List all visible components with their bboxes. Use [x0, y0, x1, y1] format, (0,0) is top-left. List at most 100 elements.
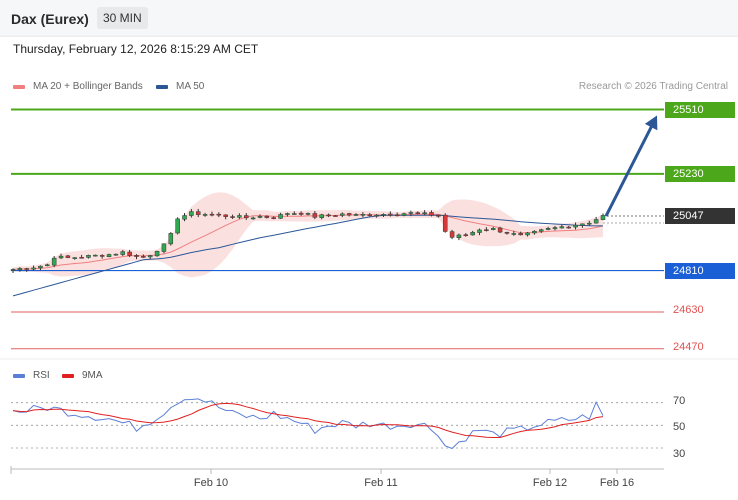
candle-body — [394, 214, 400, 217]
candle-body — [285, 213, 290, 215]
candle-body — [511, 233, 517, 235]
candle-body — [518, 233, 523, 236]
candle-body — [230, 216, 235, 218]
candle-body — [298, 212, 304, 215]
candle-body — [106, 254, 112, 257]
candle-body — [271, 217, 276, 220]
candle-body — [573, 224, 578, 228]
candle-body — [312, 213, 318, 218]
candle-body — [65, 255, 71, 258]
rsi-level-70: 70 — [673, 395, 686, 407]
candle-body — [566, 226, 571, 229]
candle-body — [539, 229, 544, 232]
timestamp: Thursday, February 12, 2026 8:15:29 AM C… — [13, 42, 259, 56]
candle-body — [367, 214, 372, 216]
candle-body — [442, 214, 448, 232]
candle-body — [161, 243, 167, 252]
candle-body — [388, 213, 393, 216]
candle-body — [415, 212, 421, 214]
candle-body — [319, 214, 324, 218]
candle-body — [456, 234, 462, 238]
candle-body — [237, 215, 242, 218]
candle-body — [147, 255, 153, 258]
candle-body — [189, 211, 194, 216]
rsi-line — [12, 398, 604, 450]
candle-body — [134, 255, 139, 257]
candle-body — [436, 215, 441, 217]
candle-body — [195, 211, 201, 215]
candle-body — [120, 251, 126, 255]
candle-body — [326, 214, 331, 217]
candle-body — [545, 228, 551, 230]
candle-body — [532, 230, 537, 234]
legend-ma50: MA 50 — [156, 81, 204, 92]
bollinger-band — [13, 192, 603, 278]
target-arrow-shaft — [604, 122, 655, 217]
legend-ma20: MA 20 + Bollinger Bands — [13, 81, 143, 92]
candle-body — [490, 228, 496, 230]
candle-body — [141, 256, 146, 258]
candle-body — [154, 251, 160, 257]
candle-body — [360, 214, 366, 216]
x-label-feb10: Feb 10 — [193, 477, 229, 489]
candle-body — [477, 229, 482, 233]
candle-body — [525, 232, 530, 236]
level-label-24630: 24630 — [673, 303, 704, 316]
candle-body — [422, 212, 427, 214]
candle-body — [580, 223, 585, 226]
candle-body — [72, 257, 77, 259]
candle-body — [182, 215, 187, 220]
candle-body — [250, 217, 256, 220]
candle-body — [374, 214, 379, 217]
level-tag-25510: 25510 — [665, 101, 735, 118]
timeframe-badge[interactable]: 30 MIN — [97, 7, 148, 29]
candle-body — [202, 214, 208, 216]
candle-body — [31, 267, 36, 270]
rsi-level-50: 50 — [673, 421, 686, 433]
x-label-feb16: Feb 16 — [599, 477, 635, 489]
target-arrow-head — [644, 115, 658, 131]
candle-body — [175, 218, 180, 234]
candle-body — [333, 215, 338, 217]
candle-body — [113, 253, 119, 256]
level-tag-25230: 25230 — [665, 165, 735, 182]
candle-body — [504, 232, 510, 234]
candle-body — [559, 226, 565, 229]
candle-body — [463, 234, 469, 236]
candle-body — [24, 268, 29, 270]
candle-body — [58, 255, 64, 259]
candle-body — [264, 215, 270, 218]
candle-body — [45, 264, 50, 267]
x-label-feb12: Feb 12 — [532, 477, 568, 489]
candle-body — [353, 214, 359, 216]
candle-body — [292, 213, 297, 215]
ma20-swatch — [13, 84, 25, 89]
rsi-swatch — [13, 373, 25, 378]
candle-body — [38, 265, 43, 269]
legend-rsi: RSI — [13, 370, 50, 381]
rsi-label: RSI — [33, 370, 50, 381]
ma50-line — [12, 214, 603, 297]
candle-body — [10, 269, 16, 271]
candle-body — [497, 227, 503, 233]
candle-body — [470, 231, 475, 236]
ma20-label: MA 20 + Bollinger Bands — [33, 81, 143, 92]
candle-body — [51, 257, 57, 266]
candle-body — [593, 219, 599, 224]
legend-9ma: 9MA — [62, 370, 103, 381]
candle-body — [346, 213, 352, 216]
candle-body — [223, 214, 228, 217]
level-tag-24810: 24810 — [665, 262, 735, 279]
candle-body — [305, 213, 311, 215]
9ma-swatch — [62, 373, 74, 378]
rsi-9ma-line — [12, 402, 604, 438]
rsi-level-30: 30 — [673, 448, 686, 460]
candle-body — [168, 233, 174, 245]
ma50-label: MA 50 — [176, 81, 205, 92]
candle-body — [17, 268, 23, 271]
candle-body — [381, 214, 386, 216]
candle-body — [127, 251, 132, 256]
candle-body — [99, 255, 105, 257]
ma50-swatch — [156, 84, 168, 89]
